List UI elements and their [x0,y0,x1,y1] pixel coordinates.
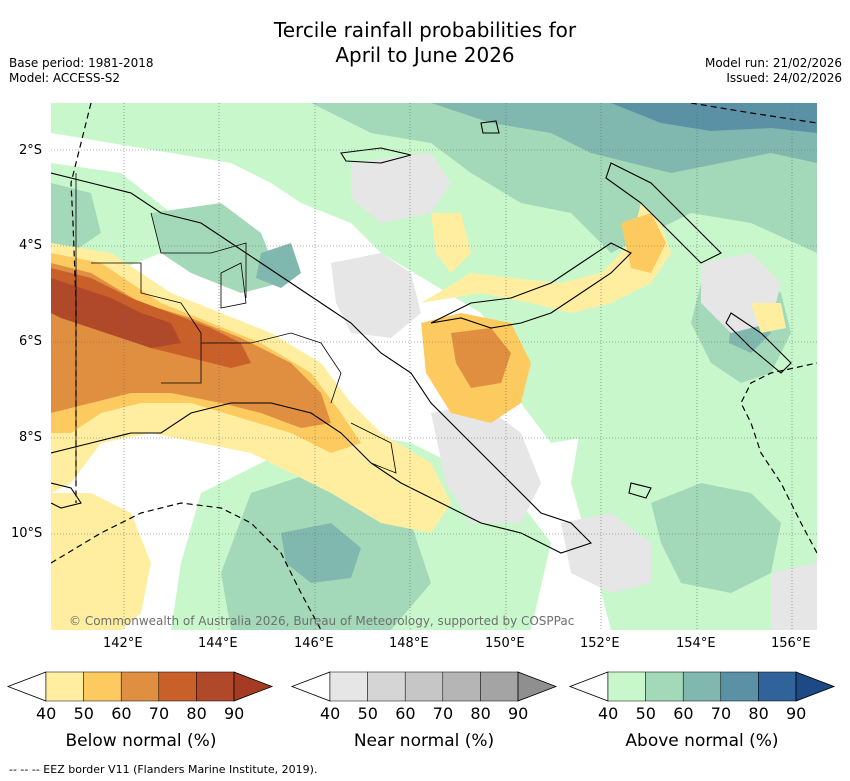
lat-tick: 2°S [19,143,43,158]
colorbar-tick-label: 40 [36,704,57,723]
colorbar-segment [480,671,519,702]
colorbar-tick-label: 80 [470,704,491,723]
colorbar-label-near: Near normal (%) [353,731,495,751]
model-name: Model: ACCESS-S2 [9,71,121,85]
title-line-2: April to June 2026 [335,43,515,67]
colorbar-segment [682,671,722,702]
colorbar-segment [329,671,368,702]
colorbar-tick-label: 90 [224,704,245,723]
lon-tick: 144°E [198,636,238,651]
colorbar-segment [45,671,84,702]
colorbar-extension-high [517,671,558,702]
colorbar-above-normal [568,671,836,702]
colorbar-tick-label: 40 [598,704,619,723]
colorbar-tick-label: 60 [673,704,694,723]
title-line-1: Tercile rainfall probabilities for [273,18,577,42]
probability-map [51,103,817,630]
colorbar-segment [196,671,235,702]
colorbar-segment [720,671,759,702]
colorbar-near-normal [290,671,558,702]
meta-left: Base period: 1981-2018 Model: ACCESS-S2 [9,56,154,86]
lat-tick: 8°S [19,430,43,445]
eez-footnote: -- -- -- EEZ border V11 (Flanders Marine… [9,763,318,776]
lon-tick: 154°E [676,636,716,651]
colorbar-segment [758,671,797,702]
model-run: Model run: 21/02/2026 [704,56,842,70]
lat-tick: 4°S [19,238,43,253]
lat-tick: 6°S [19,334,43,349]
colorbar-tick-label: 50 [635,704,656,723]
colorbar-strip [6,671,836,702]
colorbar-segment [367,671,406,702]
meta-right: Model run: 21/02/2026 Issued: 24/02/2026 [705,56,842,86]
copyright-notice: © Commonwealth of Australia 2026, Bureau… [69,614,575,628]
colorbar-extension-low [568,671,609,702]
colorbar-below-normal [6,671,274,702]
eez-borders [51,103,817,630]
colorbar-tick-label: 70 [710,704,732,723]
issued-date: Issued: 24/02/2026 [726,71,842,85]
colorbar-tick-label: 50 [73,704,94,723]
near-normal-regions [51,153,817,630]
colorbar-tick-label: 40 [320,704,341,723]
gridlines [51,103,817,630]
colorbar-extension-high [795,671,836,702]
colorbar-extension-high [233,671,274,702]
lon-tick: 152°E [580,636,620,651]
colorbar-tick-label: 60 [111,704,132,723]
colorbar-extension-low [6,671,47,702]
lon-tick: 156°E [771,636,811,651]
colorbar-tick-label: 50 [357,704,378,723]
colorbar-extension-low [290,671,331,702]
below-normal-extreme-regions [51,278,181,348]
lon-tick: 148°E [389,636,429,651]
lon-tick: 142°E [103,636,143,651]
colorbar-tick-label: 80 [748,704,769,723]
map-title: Tercile rainfall probabilities for April… [0,18,850,68]
colorbar-segment [83,671,122,702]
colorbar-segment [442,671,481,702]
lat-tick: 10°S [11,526,43,541]
colorbar-segment [120,671,160,702]
colorbar-segment [607,671,646,702]
lon-tick: 150°E [485,636,525,651]
colorbar-tick-label: 70 [148,704,170,723]
base-period: Base period: 1981-2018 [9,56,154,70]
lon-tick: 146°E [294,636,334,651]
colorbar-tick-label: 60 [395,704,416,723]
colorbar-segment [645,671,684,702]
colorbar-tick-label: 90 [508,704,529,723]
colorbar-segment [404,671,444,702]
colorbar-tick-label: 70 [432,704,454,723]
above-normal-very-high-regions [611,103,817,133]
colorbar-label-above: Above normal (%) [625,731,779,751]
colorbar-segment [158,671,197,702]
colorbar-tick-label: 90 [786,704,807,723]
colorbar-label-below: Below normal (%) [65,731,217,751]
colorbar-tick-label: 80 [186,704,207,723]
